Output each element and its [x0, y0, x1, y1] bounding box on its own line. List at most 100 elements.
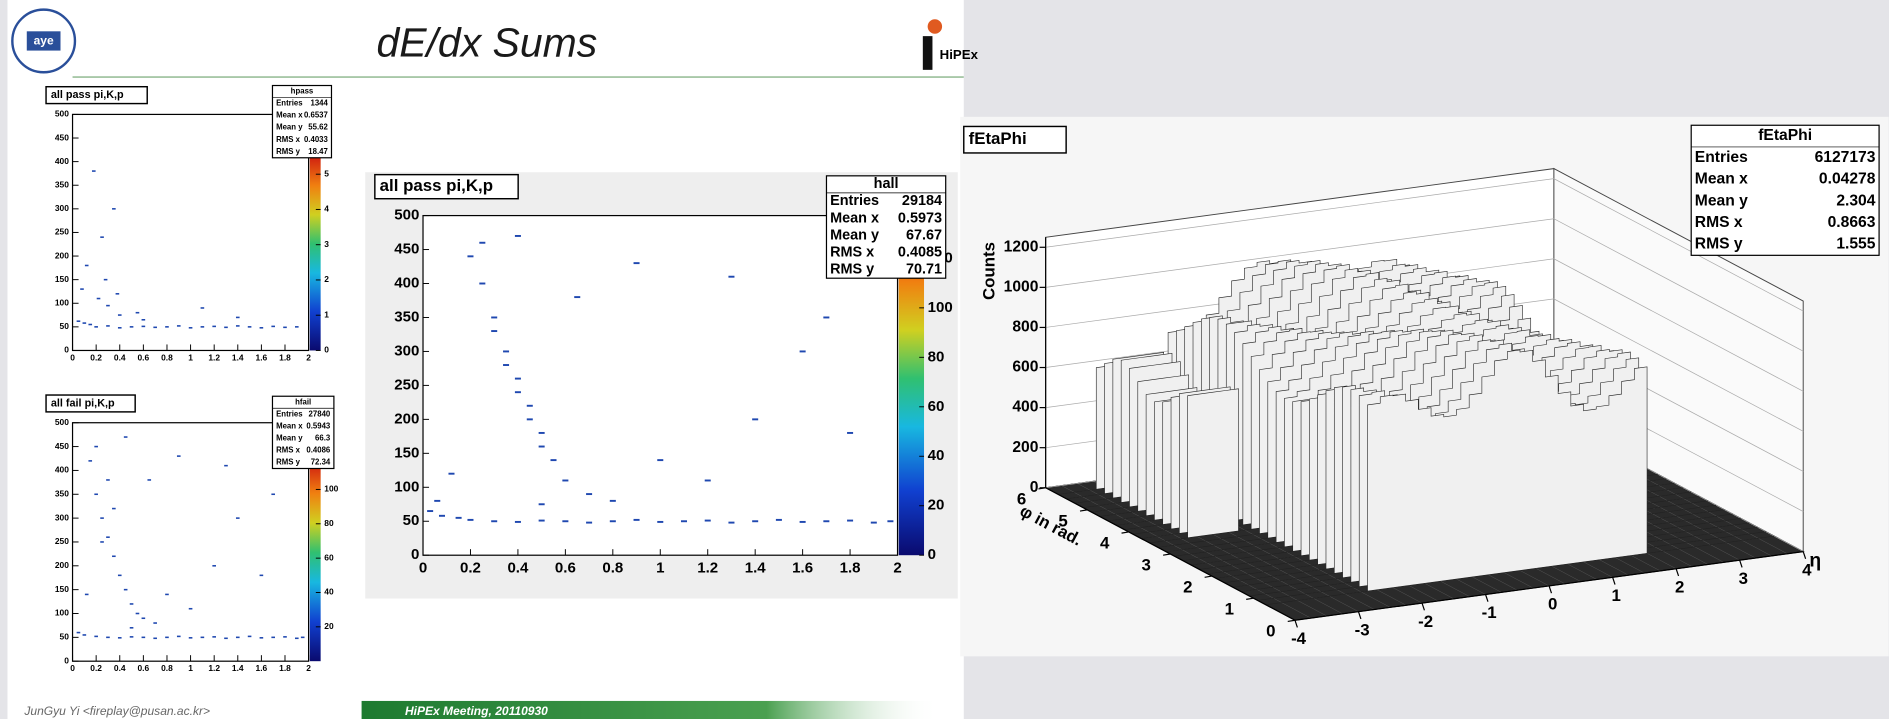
- y-tick-label: 2: [1183, 578, 1192, 597]
- x-tick-label: 0.2: [460, 560, 481, 577]
- stats-label: RMS y: [276, 458, 301, 467]
- floor-grid: [1061, 485, 1311, 619]
- footer-author: JunGyu Yi <fireplay@pusan.ac.kr>: [23, 704, 210, 718]
- y-tick-label: 400: [55, 156, 69, 166]
- data-point: [455, 516, 462, 519]
- data-point: [609, 499, 616, 502]
- y-tick-label: 300: [55, 512, 69, 522]
- y-tick-label: 0: [1266, 622, 1275, 641]
- data-point: [94, 445, 98, 448]
- data-point: [562, 479, 569, 482]
- y-tick-label: 200: [55, 250, 69, 260]
- data-point: [212, 325, 216, 328]
- stats-value: 55.62: [308, 123, 328, 132]
- data-point: [294, 326, 299, 328]
- y-tick-label: 300: [55, 203, 69, 213]
- data-point: [283, 326, 287, 329]
- data-point: [188, 607, 193, 610]
- x-tick-label: 0.4: [114, 352, 126, 362]
- x-tick-label: 1: [188, 663, 193, 673]
- data-point: [147, 479, 152, 481]
- x-axis-title: η: [1809, 550, 1821, 571]
- data-point: [514, 377, 521, 380]
- data-point: [657, 459, 664, 462]
- stats-label: Mean y: [276, 123, 303, 132]
- y-tick: [1121, 531, 1129, 534]
- data-point: [129, 627, 134, 629]
- y-tick-label: 0: [64, 345, 69, 355]
- stats-value: 1.555: [1836, 236, 1875, 253]
- x-tick-label: 1.8: [279, 352, 291, 362]
- y-tick-label: 300: [394, 342, 419, 359]
- stats-label: RMS x: [276, 445, 301, 454]
- data-point: [491, 330, 498, 333]
- z-tick-label: 100: [324, 484, 338, 494]
- x-tick-label: 0: [419, 560, 427, 577]
- data-point: [526, 404, 533, 407]
- stats-label: RMS y: [276, 147, 301, 156]
- data-point: [176, 635, 181, 638]
- data-point: [212, 636, 216, 638]
- y-tick-label: 450: [394, 241, 419, 258]
- data-point: [82, 322, 87, 324]
- data-point: [112, 555, 116, 558]
- x-tick-label: 0.6: [138, 663, 150, 673]
- stats-label: Mean x: [1695, 171, 1748, 188]
- z-tick-label: 20: [928, 497, 945, 514]
- data-point: [491, 316, 498, 319]
- data-point: [176, 325, 181, 327]
- z-tick-label: 4: [324, 204, 329, 214]
- plot-title-box: [374, 173, 519, 200]
- y-tick: [1038, 487, 1046, 490]
- stats-name: hfail: [295, 397, 311, 406]
- x-tick-label: 0: [70, 352, 75, 362]
- z-tick-label: 3: [324, 239, 329, 249]
- x-tick-label: 2: [893, 560, 901, 577]
- data-point: [503, 350, 510, 353]
- x-tick: [1802, 551, 1807, 560]
- y-tick-label: 450: [55, 441, 69, 451]
- data-point: [212, 565, 216, 567]
- x-tick-label: 1.6: [256, 352, 268, 362]
- data-point: [129, 326, 134, 328]
- y-tick-label: 5: [1058, 511, 1067, 530]
- plot-title-box: [45, 85, 148, 105]
- brand-text: HiPEx: [940, 47, 979, 62]
- data-point: [586, 521, 593, 524]
- y-tick-label: 150: [55, 584, 69, 594]
- data-point: [479, 241, 486, 244]
- data-point: [117, 574, 122, 577]
- data-point: [503, 364, 510, 366]
- data-point: [467, 255, 474, 258]
- data-point: [188, 637, 193, 639]
- stats-value: 0.5943: [306, 421, 331, 430]
- plot-title: all pass pi,K,p: [380, 176, 493, 195]
- data-point: [526, 418, 533, 421]
- data-point: [117, 637, 122, 639]
- brand-bar: [922, 36, 933, 70]
- data-point: [491, 520, 498, 523]
- data-point: [235, 517, 240, 519]
- x-tick-label: 4: [1802, 560, 1812, 579]
- stats-value: 27840: [309, 409, 331, 418]
- data-point: [84, 264, 89, 267]
- data-point: [574, 296, 581, 299]
- y-tick-label: 3: [1142, 556, 1151, 575]
- data-point: [76, 320, 81, 322]
- data-point: [117, 327, 122, 329]
- data-point: [823, 520, 830, 523]
- z-tick-label: 400: [1012, 399, 1038, 416]
- data-point: [106, 304, 110, 307]
- x-tick-label: 0.6: [138, 352, 150, 362]
- data-point: [129, 603, 134, 605]
- slide-title: dE/dx Sums: [376, 20, 597, 66]
- stats-label: RMS x: [1695, 214, 1743, 231]
- data-point: [84, 593, 89, 596]
- data-point: [115, 293, 120, 295]
- x-tick-label: 1.4: [232, 352, 244, 362]
- x-tick-label: 0: [1548, 595, 1557, 614]
- data-point: [538, 445, 545, 448]
- data-point: [153, 622, 157, 624]
- data-point: [112, 507, 116, 510]
